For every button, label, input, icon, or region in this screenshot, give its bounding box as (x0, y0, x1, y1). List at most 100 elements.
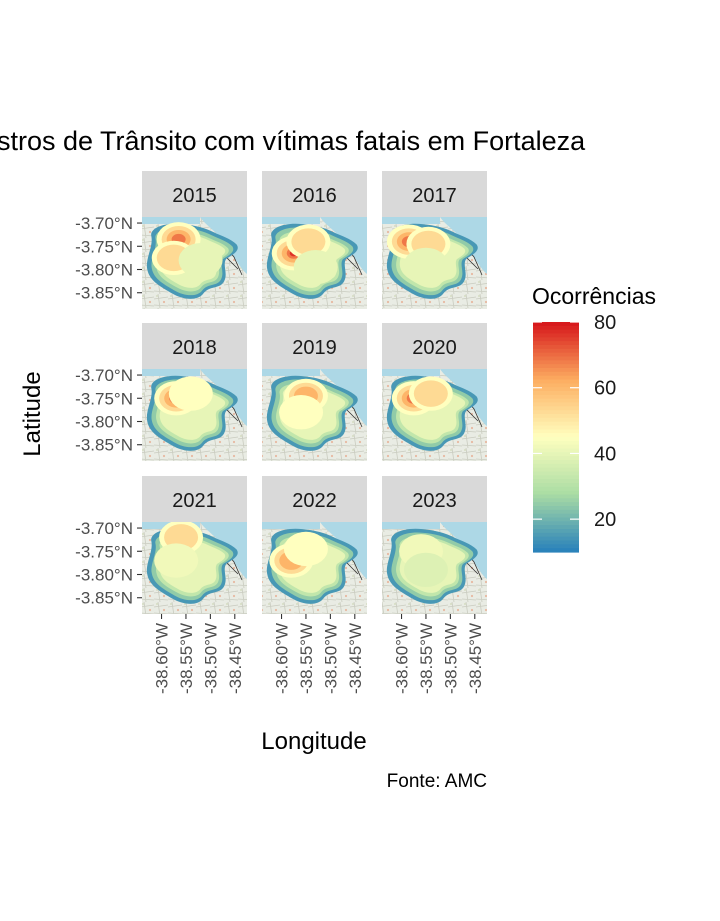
legend-swatch (533, 410, 579, 415)
x-tick-label: -38.50°W (201, 623, 220, 694)
hotspot (403, 552, 448, 588)
x-tick-label: -38.45°W (466, 623, 485, 694)
legend-swatch (533, 325, 579, 331)
legend-swatch (533, 371, 579, 377)
facet-label: 2022 (292, 490, 337, 512)
legend-swatch (533, 391, 579, 396)
y-tick-label: -3.70°N (75, 366, 133, 385)
y-tick-label: -3.70°N (75, 519, 133, 538)
hotspot (283, 531, 328, 567)
x-axis-ticks: -38.60°W -38.55°W -38.50°W -38.45°W -38.60°W… (153, 614, 485, 694)
y-axis-title: Latitude (19, 371, 46, 456)
facet-label: 2023 (412, 490, 457, 512)
y-tick-label: -3.80°N (75, 413, 133, 432)
legend-tick-label: 40 (594, 443, 616, 465)
hotspot (293, 250, 338, 285)
panel-2016: 2016 (262, 171, 367, 309)
ocean (200, 217, 247, 275)
facet-strip (142, 171, 247, 217)
legend-swatch (533, 502, 579, 507)
panel-2022: 2022 (262, 476, 367, 614)
x-tick-label: -38.45°W (346, 623, 365, 694)
legend-swatch (533, 494, 579, 499)
hotspot (291, 228, 326, 255)
y-tick-label: -3.85°N (75, 284, 133, 303)
legend-swatch (533, 471, 579, 476)
legend-swatch (533, 517, 579, 522)
chart-title: stros de Trânsito com vítimas fatais em … (0, 126, 586, 156)
ocean-strip (262, 369, 320, 376)
x-tick-label: -38.55°W (417, 623, 436, 694)
legend-swatch (533, 375, 579, 381)
ocean-strip (382, 522, 440, 529)
legend-swatch (533, 506, 579, 511)
legend-swatch (533, 452, 579, 457)
y-tick-label: -3.75°N (75, 389, 133, 408)
panel-2015: 2015 (142, 171, 247, 309)
legend-swatch (533, 532, 579, 538)
facet-label: 2020 (412, 337, 457, 359)
y-tick-label: -3.85°N (75, 436, 133, 455)
facet-label: 2019 (292, 337, 337, 359)
y-tick-label: -3.70°N (75, 214, 133, 233)
x-tick-label: -38.50°W (321, 623, 340, 694)
x-tick-label: -38.55°W (297, 623, 316, 694)
legend-swatch (533, 525, 579, 530)
x-tick-label: -38.50°W (441, 623, 460, 694)
legend-swatch (533, 433, 579, 438)
legend-swatch (533, 406, 579, 411)
legend-tick-label: 20 (594, 509, 616, 531)
legend-swatch (533, 322, 579, 327)
panel-2023: 2023 (382, 476, 487, 614)
legend-swatch (533, 352, 579, 358)
map-panel (382, 217, 487, 309)
legend-swatch (533, 329, 579, 335)
legend-swatch (533, 364, 579, 369)
legend-ticks: 20 40 60 80 (533, 312, 616, 531)
legend-tick-label: 80 (594, 312, 616, 334)
legend-swatch (533, 448, 579, 453)
legend-swatch (533, 398, 579, 404)
facet-strip (382, 171, 487, 217)
legend-swatch (533, 460, 579, 465)
ocean-strip (262, 522, 320, 529)
ocean-strip (382, 217, 440, 224)
x-tick-label: -38.45°W (226, 623, 245, 694)
facet-strip (382, 476, 487, 522)
y-axis-ticks: -3.70°N -3.75°N -3.80°N -3.85°N -3.70°N -3.75… (75, 214, 142, 608)
ocean-strip (382, 369, 440, 376)
hotspot (178, 243, 223, 278)
hotspot (168, 376, 213, 411)
map-panel (142, 369, 247, 461)
facet-panels: 2015 2016 2017 2018 2019 2020 2021 2022 2023 (142, 171, 487, 614)
legend-swatch (533, 483, 579, 488)
ocean (320, 369, 367, 427)
legend-swatch (533, 429, 579, 434)
facet-label: 2021 (172, 490, 217, 512)
facet-strip (382, 323, 487, 369)
caption: Fonte: AMC (387, 771, 487, 792)
legend-swatch (533, 345, 579, 350)
facet-strip (262, 476, 367, 522)
legend-swatch (533, 337, 579, 342)
hotspot (279, 395, 324, 430)
map-panel (382, 522, 487, 614)
legend-swatch (533, 356, 579, 361)
ocean (440, 369, 487, 427)
legend-swatch (533, 341, 579, 346)
legend: Ocorrências 20 40 60 80 (532, 283, 656, 553)
ocean (440, 217, 487, 275)
y-tick-label: -3.85°N (75, 589, 133, 608)
legend-swatch (533, 548, 579, 553)
legend-swatch (533, 348, 579, 354)
y-tick-label: -3.80°N (75, 261, 133, 280)
ocean-strip (142, 217, 200, 224)
hotspot (403, 247, 448, 283)
legend-colorbar (533, 322, 579, 553)
legend-tick-label: 60 (594, 378, 616, 400)
facet-strip (142, 323, 247, 369)
legend-swatch (533, 360, 579, 365)
x-tick-label: -38.55°W (177, 623, 196, 694)
legend-swatch (533, 383, 579, 388)
y-tick-label: -3.75°N (75, 237, 133, 256)
